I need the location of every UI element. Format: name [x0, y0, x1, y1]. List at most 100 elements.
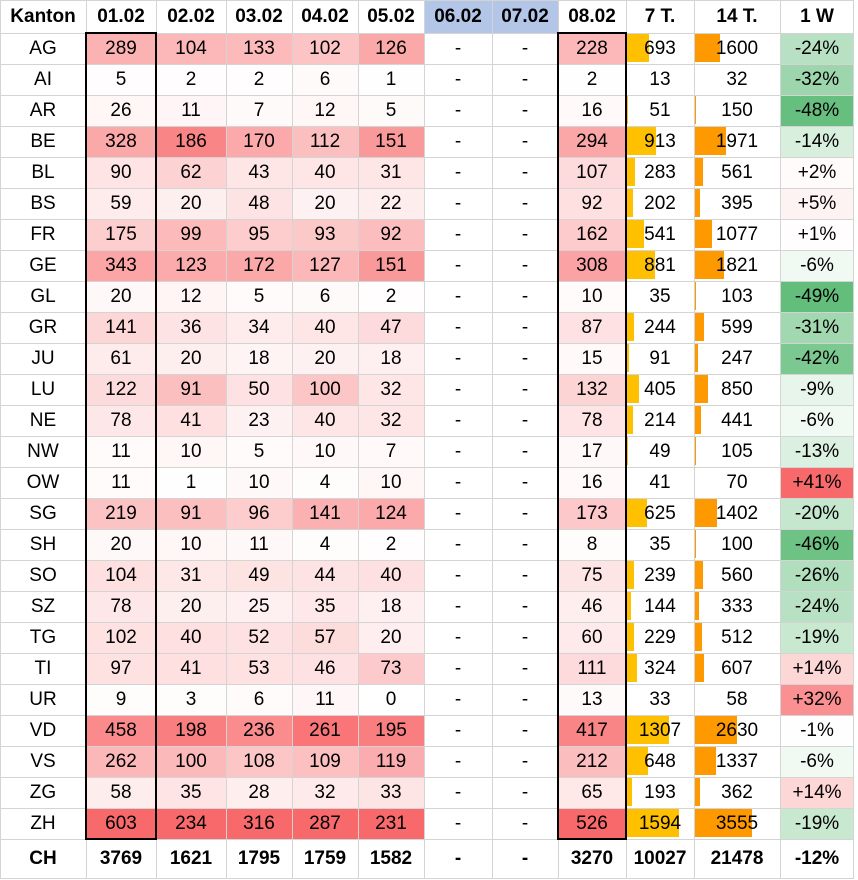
value-ow-07-02: - [521, 471, 529, 493]
total-08-02: 3270 [570, 848, 614, 869]
grid-horizontal [0, 653, 854, 654]
value-ge-04-02: 127 [292, 250, 358, 281]
grid-vertical [853, 0, 854, 879]
value-ag-08-02: 228 [558, 33, 626, 64]
week-change-gl: -49% [780, 281, 854, 312]
fourteen-day-vd: 2630 [694, 715, 780, 746]
value-zg-01-02: 58 [86, 777, 156, 808]
seven-day-bar-ag [626, 34, 650, 62]
value-vs-01-02: 262 [86, 746, 156, 777]
header-7-t-: 7 T. [644, 5, 676, 27]
fourteen-day-gl: 103 [694, 281, 780, 312]
fourteen-day-be: 1971 [694, 126, 780, 157]
week-change-gr: -31% [780, 312, 854, 343]
grid-horizontal [0, 374, 854, 375]
value-ne-08-02: 78 [558, 405, 626, 436]
value-sh-01-02: 20 [86, 529, 156, 560]
kanton-tg: TG [29, 626, 57, 648]
seven-day-bar-be [626, 127, 657, 155]
fourteen-day-ow: 70 [694, 467, 780, 498]
value-ai-06-02: - [454, 68, 462, 90]
value-ag-05-02: 126 [358, 33, 424, 64]
fourteen-day-bar-vd [694, 716, 738, 744]
kanton-lu: LU [30, 378, 56, 400]
grid-horizontal [0, 498, 854, 499]
fourteen-day-value: 1821 [715, 254, 759, 276]
total-01-02: 3769 [99, 848, 143, 869]
seven-day-bar-vs [626, 747, 648, 775]
value-ar-03-02: 7 [226, 95, 292, 126]
fourteen-day-vs: 1337 [694, 746, 780, 777]
value-ur-06-02: - [454, 688, 462, 710]
grid-vertical [156, 0, 157, 879]
value-be-06-02: - [454, 130, 462, 152]
kanton-zh: ZH [30, 812, 56, 834]
seven-day-value: 41 [649, 471, 671, 493]
grid-horizontal [0, 808, 854, 809]
value-bs-02-02: 20 [156, 188, 226, 219]
seven-day-value: 625 [644, 502, 676, 524]
value-ai-05-02: 1 [358, 64, 424, 95]
value-gl-01-02: 20 [86, 281, 156, 312]
fourteen-day-bar-ti [694, 654, 704, 682]
seven-day-bar-zh [626, 809, 680, 837]
grid-vertical [626, 0, 627, 879]
kanton-vs: VS [30, 750, 56, 772]
value-fr-07-02: - [521, 223, 529, 245]
value-ge-05-02: 151 [358, 250, 424, 281]
value-ur-05-02: 0 [358, 684, 424, 715]
value-zg-03-02: 28 [226, 777, 292, 808]
week-change-bl: +2% [780, 157, 854, 188]
value-gl-06-02: - [454, 285, 462, 307]
value-ai-01-02: 5 [86, 64, 156, 95]
value-ow-03-02: 10 [226, 467, 292, 498]
value-ow-02-02: 1 [156, 467, 226, 498]
value-vs-06-02: - [454, 750, 462, 772]
value-sg-01-02: 219 [86, 498, 156, 529]
grid-vertical [492, 0, 493, 879]
value-ow-04-02: 4 [292, 467, 358, 498]
value-so-03-02: 49 [226, 560, 292, 591]
value-be-04-02: 112 [292, 126, 358, 157]
value-sz-03-02: 25 [226, 591, 292, 622]
fourteen-day-value: 247 [721, 347, 753, 369]
seven-day-value: 244 [644, 316, 676, 338]
value-ge-01-02: 343 [86, 250, 156, 281]
grid-horizontal [0, 343, 854, 344]
value-ne-01-02: 78 [86, 405, 156, 436]
value-sh-04-02: 4 [292, 529, 358, 560]
fourteen-day-bl: 561 [694, 157, 780, 188]
week-change-tg: -19% [780, 622, 854, 653]
value-vd-08-02: 417 [558, 715, 626, 746]
value-ag-03-02: 133 [226, 33, 292, 64]
fourteen-day-ne: 441 [694, 405, 780, 436]
fourteen-day-value: 1402 [715, 502, 759, 524]
seven-day-bar-ti [626, 654, 637, 682]
fourteen-day-value: 599 [721, 316, 753, 338]
value-tg-02-02: 40 [156, 622, 226, 653]
value-vd-03-02: 236 [226, 715, 292, 746]
value-ti-08-02: 111 [558, 653, 626, 684]
seven-day-value: 648 [644, 750, 676, 772]
week-change-ti: +14% [780, 653, 854, 684]
fourteen-day-bar-sz [694, 592, 700, 620]
value-gr-04-02: 40 [292, 312, 358, 343]
kanton-gr: GR [28, 316, 58, 338]
fourteen-day-bar-ar [694, 96, 697, 124]
grid-horizontal [0, 95, 854, 96]
fourteen-day-ge: 1821 [694, 250, 780, 281]
value-ai-07-02: - [521, 68, 529, 90]
value-ge-07-02: - [521, 254, 529, 276]
grid-vertical [424, 0, 425, 879]
value-ne-03-02: 23 [226, 405, 292, 436]
value-lu-01-02: 122 [86, 374, 156, 405]
kanton-gl: GL [30, 285, 56, 307]
fourteen-day-value: 607 [721, 657, 753, 679]
total-seven-day: 10027 [633, 848, 687, 869]
fourteen-day-gr: 599 [694, 312, 780, 343]
kanton-ju: JU [31, 347, 55, 369]
seven-day-ow: 41 [626, 467, 694, 498]
kanton-be: BE [30, 130, 56, 152]
value-fr-06-02: - [454, 223, 462, 245]
